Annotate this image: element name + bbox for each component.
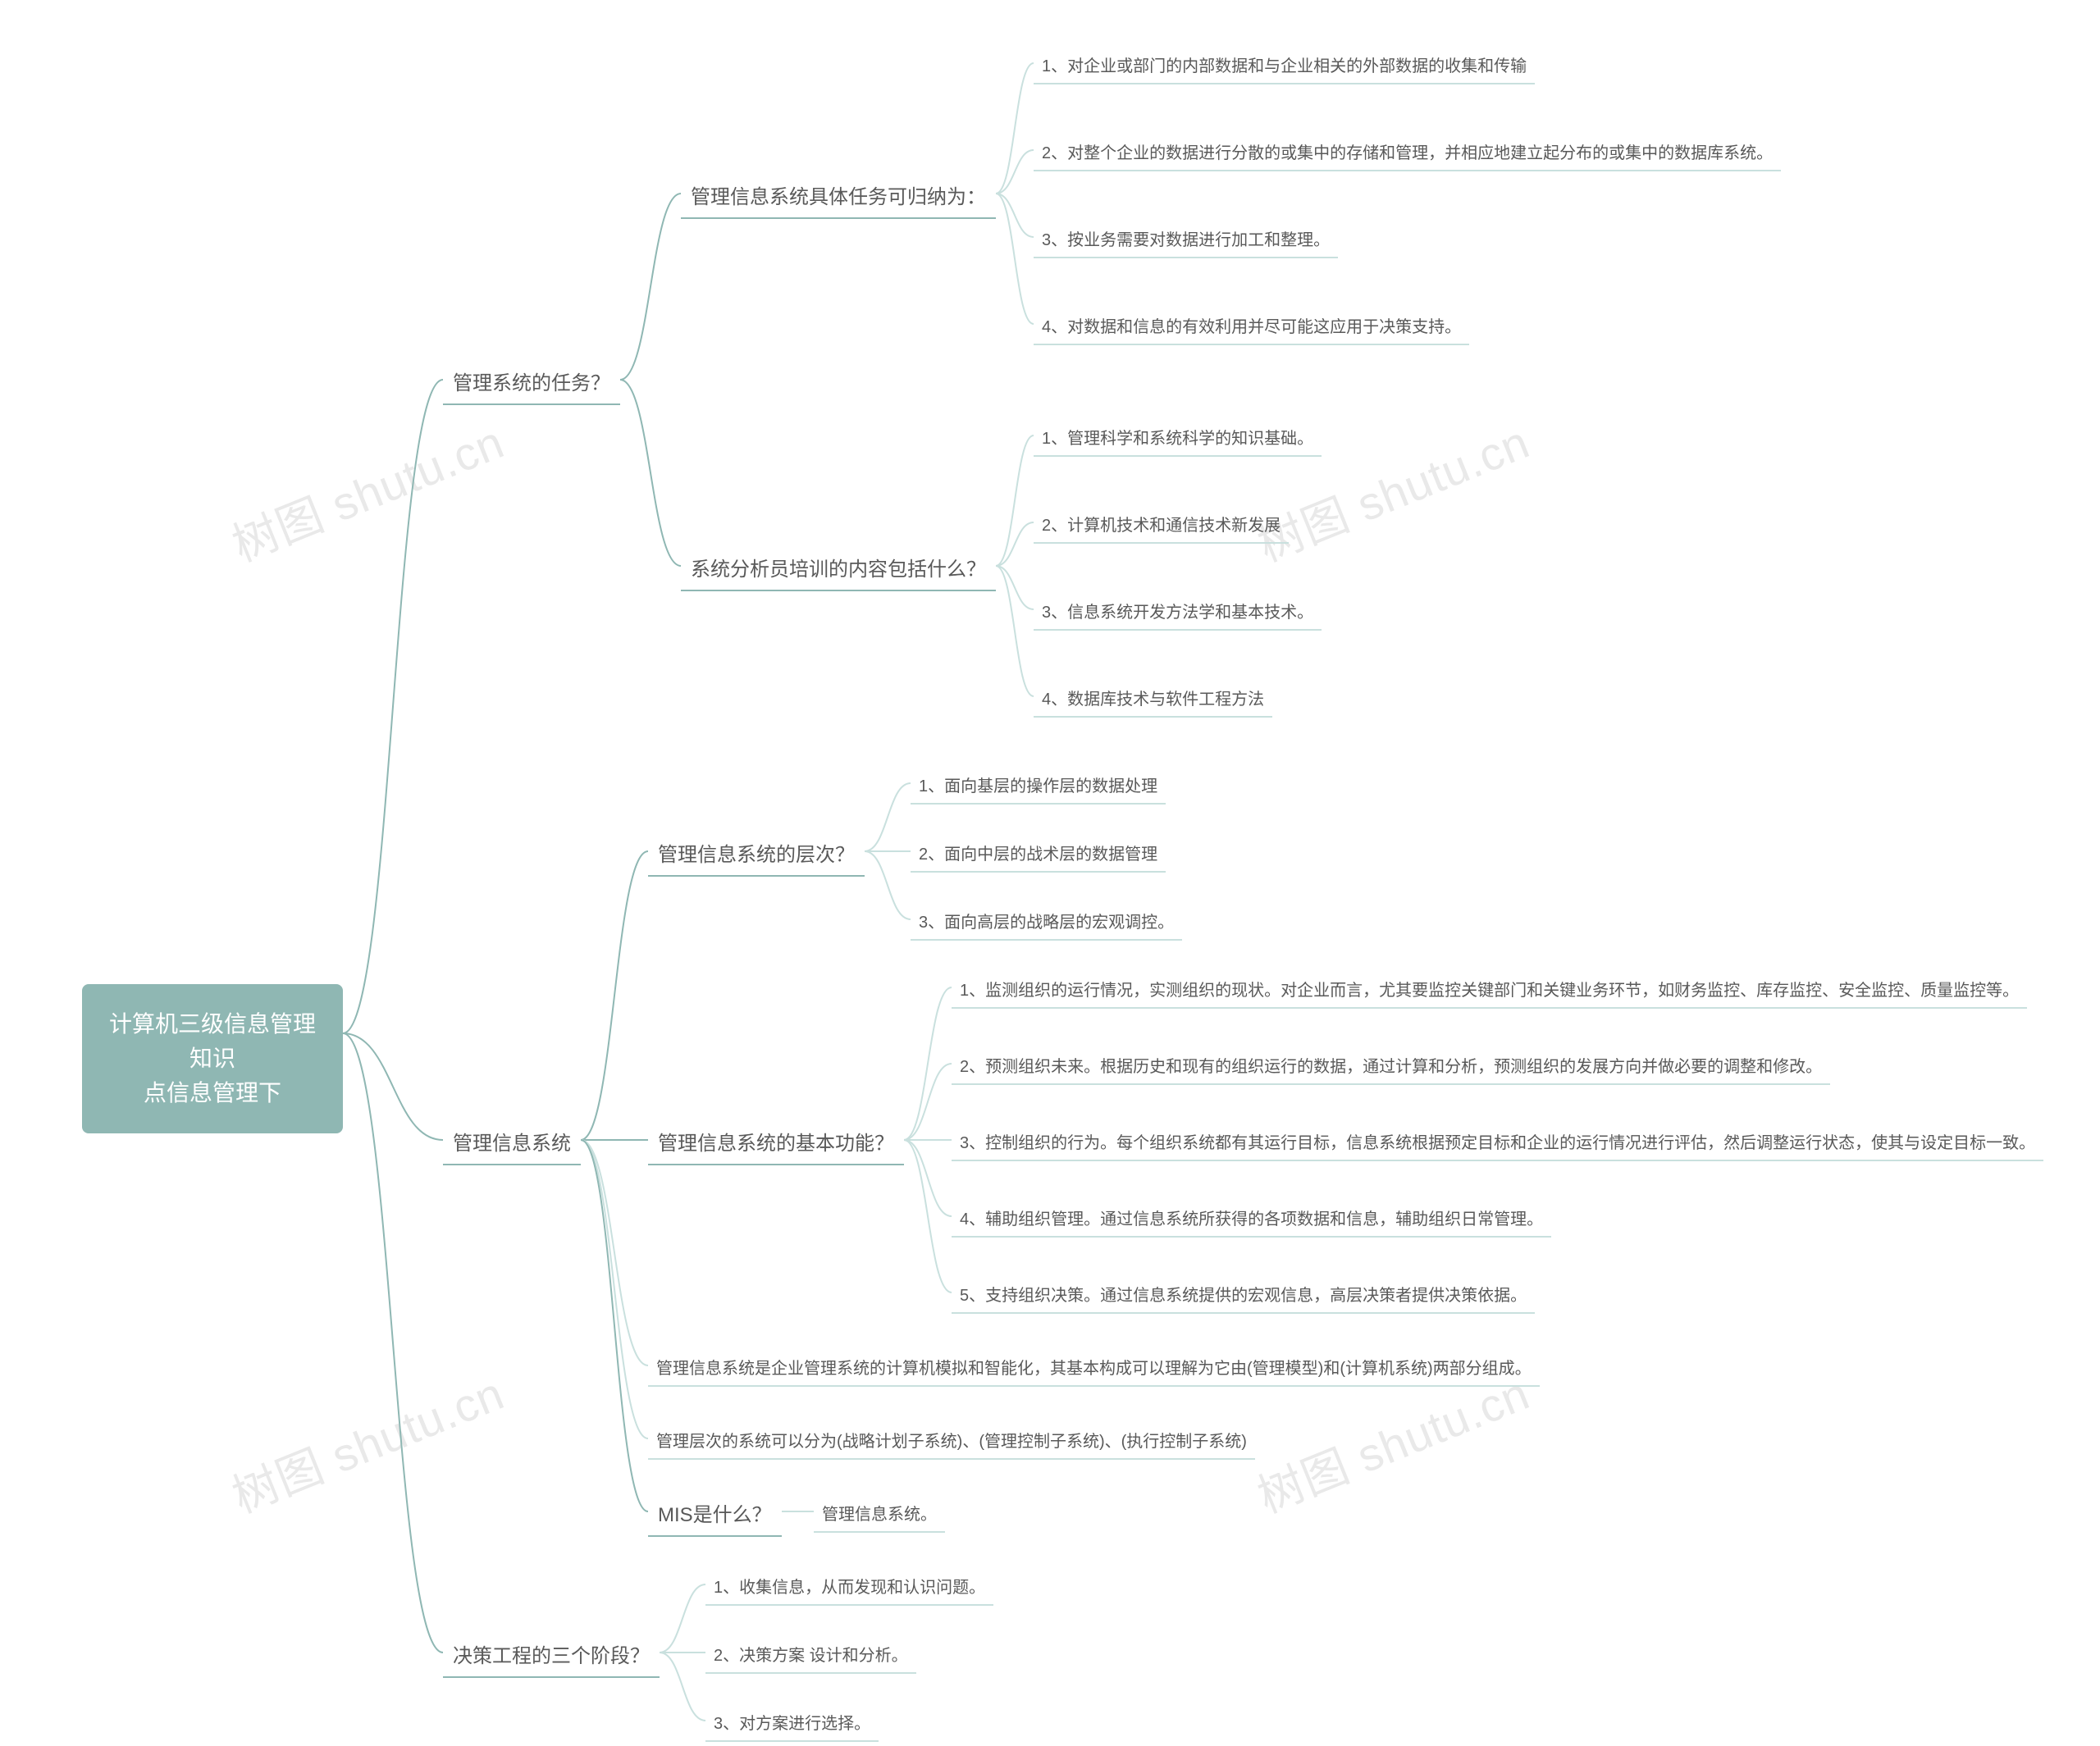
leaf-node[interactable]: 3、控制组织的行为。每个组织系统都有其运行目标，信息系统根据预定目标和企业的运行… xyxy=(952,1124,2043,1161)
root-text-line2: 点信息管理下 xyxy=(103,1076,322,1110)
leaf-node[interactable]: 管理信息系统是企业管理系统的计算机模拟和智能化，其基本构成可以理解为它由(管理模… xyxy=(648,1350,1540,1387)
branch-node[interactable]: 管理信息系统 xyxy=(443,1120,581,1165)
connectors-svg xyxy=(0,0,2100,1746)
root-text-line1: 计算机三级信息管理知识 xyxy=(103,1007,322,1076)
mindmap-canvas: 树图 shutu.cn 树图 shutu.cn 树图 shutu.cn 树图 s… xyxy=(0,0,2100,1746)
leaf-node[interactable]: 3、面向高层的战略层的宏观调控。 xyxy=(911,904,1182,941)
leaf-node[interactable]: 2、对整个企业的数据进行分散的或集中的存储和管理，并相应地建立起分布的或集中的数… xyxy=(1034,134,1781,171)
leaf-node[interactable]: 3、信息系统开发方法学和基本技术。 xyxy=(1034,594,1322,631)
branch-node[interactable]: 系统分析员培训的内容包括什么？ xyxy=(681,546,996,591)
branch-node[interactable]: 管理信息系统的层次？ xyxy=(648,832,865,877)
leaf-node[interactable]: 1、对企业或部门的内部数据和与企业相关的外部数据的收集和传输 xyxy=(1034,48,1535,84)
leaf-node[interactable]: 2、决策方案 设计和分析。 xyxy=(705,1637,916,1674)
leaf-node[interactable]: 3、对方案进行选择。 xyxy=(705,1705,879,1742)
leaf-node[interactable]: 管理层次的系统可以分为(战略计划子系统)、(管理控制子系统)、(执行控制子系统) xyxy=(648,1423,1255,1460)
branch-node[interactable]: 决策工程的三个阶段？ xyxy=(443,1633,660,1678)
leaf-node[interactable]: 2、计算机技术和通信技术新发展 xyxy=(1034,507,1289,544)
leaf-node[interactable]: 管理信息系统。 xyxy=(814,1496,945,1533)
leaf-node[interactable]: 2、预测组织未来。根据历史和现有的组织运行的数据，通过计算和分析，预测组织的发展… xyxy=(952,1048,1830,1085)
watermark: 树图 shutu.cn xyxy=(221,1357,513,1526)
leaf-node[interactable]: 1、监测组织的运行情况，实测组织的现状。对企业而言，尤其要监控关键部门和关键业务… xyxy=(952,972,2027,1009)
leaf-node[interactable]: 2、面向中层的战术层的数据管理 xyxy=(911,836,1166,873)
leaf-node[interactable]: 4、辅助组织管理。通过信息系统所获得的各项数据和信息，辅助组织日常管理。 xyxy=(952,1201,1551,1238)
leaf-node[interactable]: 3、按业务需要对数据进行加工和整理。 xyxy=(1034,221,1338,258)
branch-node[interactable]: 管理信息系统的基本功能？ xyxy=(648,1120,904,1165)
branch-node[interactable]: 管理信息系统具体任务可归纳为： xyxy=(681,174,996,219)
root-node[interactable]: 计算机三级信息管理知识 点信息管理下 xyxy=(82,984,343,1133)
leaf-node[interactable]: 1、管理科学和系统科学的知识基础。 xyxy=(1034,420,1322,457)
branch-node[interactable]: MIS是什么？ xyxy=(648,1492,782,1537)
leaf-node[interactable]: 4、数据库技术与软件工程方法 xyxy=(1034,681,1272,718)
leaf-node[interactable]: 4、对数据和信息的有效利用并尽可能这应用于决策支持。 xyxy=(1034,308,1469,345)
watermark: 树图 shutu.cn xyxy=(221,406,513,575)
leaf-node[interactable]: 5、支持组织决策。通过信息系统提供的宏观信息，高层决策者提供决策依据。 xyxy=(952,1277,1535,1314)
branch-node[interactable]: 管理系统的任务？ xyxy=(443,360,620,405)
leaf-node[interactable]: 1、面向基层的操作层的数据处理 xyxy=(911,768,1166,805)
leaf-node[interactable]: 1、收集信息，从而发现和认识问题。 xyxy=(705,1569,993,1606)
